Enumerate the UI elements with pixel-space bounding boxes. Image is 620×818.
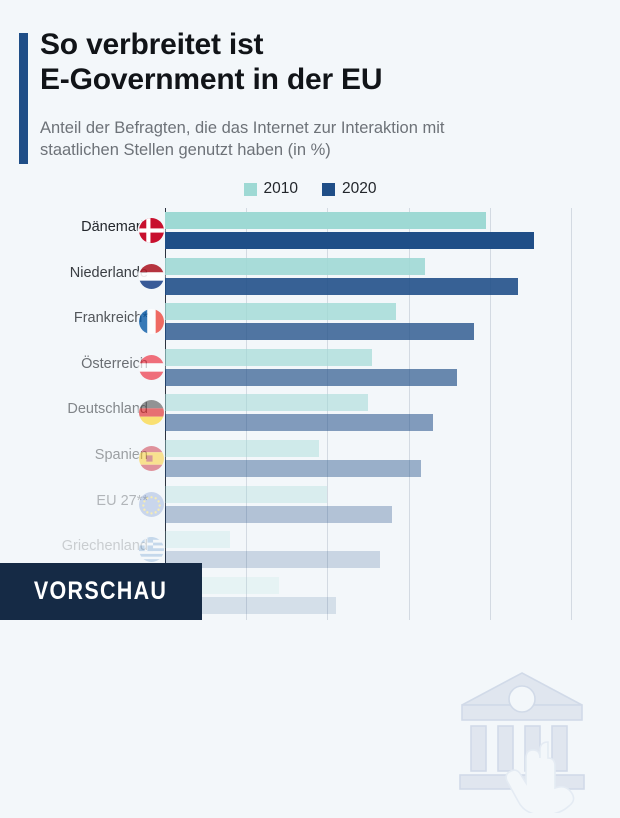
flag-icon-france (139, 309, 164, 335)
chart-row: Dänemark (0, 210, 620, 256)
chart-row: EU 27** (0, 484, 620, 530)
flag-icon-germany (139, 400, 164, 426)
row-label-Dänemark: Dänemark (81, 219, 148, 235)
flag-icon-eu (139, 491, 164, 517)
chart-row: Niederlande (0, 256, 620, 302)
title-line-2: E-Government in der EU (40, 63, 383, 97)
row-label-Niederlande: Niederlande (69, 264, 148, 281)
government-building-icon (452, 663, 592, 816)
bar-2020 (165, 368, 458, 386)
legend-item-2020: 2020 (322, 180, 376, 198)
row-label-EU 27**: EU 27** (96, 492, 148, 509)
gridline-40 (327, 208, 329, 620)
flag-icon-netherlands (139, 263, 164, 289)
chart-legend: 2010 2020 (0, 180, 620, 198)
bar-2020 (165, 551, 381, 569)
subtitle-line-2: staatlichen Stellen genutzt haben (in %) (40, 140, 331, 159)
y-axis-line (165, 208, 167, 620)
chart-row: Österreich (0, 347, 620, 393)
bar-2010 (165, 257, 425, 275)
legend-label-2010: 2010 (263, 180, 298, 197)
bar-2010 (165, 394, 368, 412)
bar-2010 (165, 485, 328, 503)
chart-row: Frankreich* (0, 301, 620, 347)
bar-2010 (165, 348, 373, 366)
row-label-Österreich: Österreich (81, 355, 148, 372)
bar-2020 (165, 505, 393, 523)
row-label-Griechenland: Griechenland (61, 538, 148, 555)
row-label-Frankreich*: Frankreich* (73, 310, 148, 327)
gridline-20 (246, 208, 248, 620)
flag-icon-denmark (139, 218, 164, 243)
legend-swatch-2010 (243, 182, 257, 196)
bar-2010 (165, 531, 230, 549)
gridline-80 (489, 208, 491, 620)
bar-2010 (165, 303, 397, 321)
page-title: So verbreitet ist E-Government in der EU (40, 27, 580, 97)
gridline-60 (408, 208, 410, 620)
header: So verbreitet ist E-Government in der EU… (0, 0, 620, 170)
flag-icon-austria (139, 354, 164, 380)
title-line-1: So verbreitet ist (40, 28, 264, 61)
vorschau-label: VORSCHAU (34, 577, 168, 605)
bar-2010 (165, 212, 486, 229)
bar-2020 (165, 460, 421, 477)
bar-2020 (165, 414, 433, 432)
flag-icon-spain (139, 446, 164, 471)
subtitle-line-1: Anteil der Befragten, die das Internet z… (40, 119, 445, 137)
chart-row: Spanien (0, 438, 620, 484)
chart-row: Griechenland (0, 529, 620, 575)
legend-item-2010: 2010 (243, 180, 298, 198)
row-label-Spanien: Spanien (94, 447, 148, 463)
bar-2020 (165, 277, 519, 295)
row-label-Deutschland: Deutschland (67, 401, 148, 418)
bar-2010 (165, 440, 320, 457)
legend-swatch-2020 (322, 182, 335, 196)
legend-label-2020: 2020 (342, 180, 377, 197)
gridline-100 (571, 208, 572, 620)
title-accent-bar (19, 33, 28, 164)
bar-2020 (165, 323, 474, 341)
chart-row: Deutschland (0, 392, 620, 438)
bar-2020 (165, 232, 535, 249)
flag-icon-greece (139, 537, 164, 563)
vorschau-watermark: VORSCHAU (0, 563, 202, 620)
bar-2020 (165, 596, 336, 614)
bar-chart: Dänemark Niederlande Frankreich* Österreich… (0, 208, 620, 816)
page-subtitle: Anteil der Befragten, die das Internet z… (40, 118, 592, 162)
